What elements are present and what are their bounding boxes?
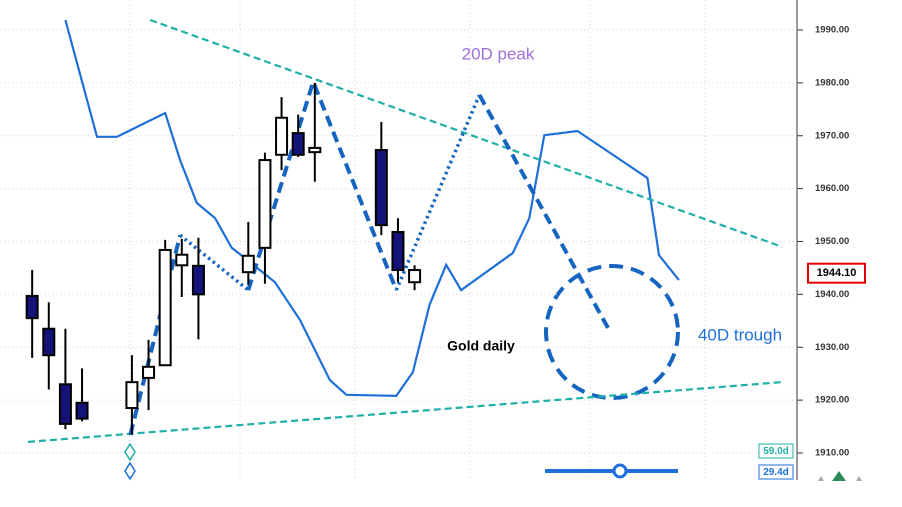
cycle-label: 59.0d [763, 446, 789, 457]
candle-body [241, 254, 255, 274]
candle-body [142, 365, 156, 379]
chart-title: Gold daily [447, 338, 515, 354]
cycle-label-box [758, 464, 794, 480]
line-dotted [179, 94, 482, 292]
nav-icon[interactable] [856, 476, 862, 481]
line-dashed [128, 75, 613, 436]
line-trend [27, 381, 783, 443]
nav-icon[interactable] [818, 476, 824, 481]
candle-body [391, 230, 405, 272]
candle-body [258, 159, 272, 249]
candle-body [308, 146, 322, 154]
y-tick-label: 1920.00 [815, 395, 849, 406]
candle-body [75, 401, 89, 420]
slider[interactable] [545, 463, 678, 479]
y-tick-label: 1980.00 [815, 77, 849, 88]
y-tick-label: 1970.00 [815, 130, 849, 141]
y-tick-label: 1950.00 [815, 236, 849, 247]
y-tick-label: 1930.00 [815, 342, 849, 353]
candle-body [374, 149, 388, 227]
candle-body [58, 383, 72, 425]
candle-body [275, 116, 289, 156]
y-tick-label: 1990.00 [815, 25, 849, 36]
last-price-box [807, 262, 866, 284]
nav-icons[interactable] [818, 471, 862, 481]
candle-body [291, 132, 305, 156]
line-solid [64, 19, 680, 398]
plot [0, 18, 797, 454]
candle-body [125, 381, 139, 410]
cycle-label: 29.4d [763, 467, 789, 478]
candle-body [25, 294, 39, 320]
candle-body [408, 269, 422, 284]
y-tick-label: 1960.00 [815, 183, 849, 194]
candle-body [191, 264, 205, 296]
cycle-diamond [124, 442, 136, 462]
peak-annotation: 20D peak [462, 44, 535, 63]
diamonds [124, 442, 136, 481]
candle-body [158, 248, 172, 367]
line-trend [149, 18, 783, 248]
cycle-diamond [124, 461, 136, 481]
candle-body [175, 253, 189, 267]
y-tick-label: 1940.00 [815, 289, 849, 300]
last-price-label: 1944.10 [817, 267, 857, 279]
candle-body [42, 327, 56, 357]
trough-annotation: 40D trough [698, 325, 782, 344]
slider-handle[interactable] [612, 463, 628, 479]
trough-circle [544, 264, 680, 400]
nav-icon[interactable] [832, 471, 846, 481]
cycle-label-box [758, 443, 794, 459]
y-tick-label: 1910.00 [815, 448, 849, 459]
